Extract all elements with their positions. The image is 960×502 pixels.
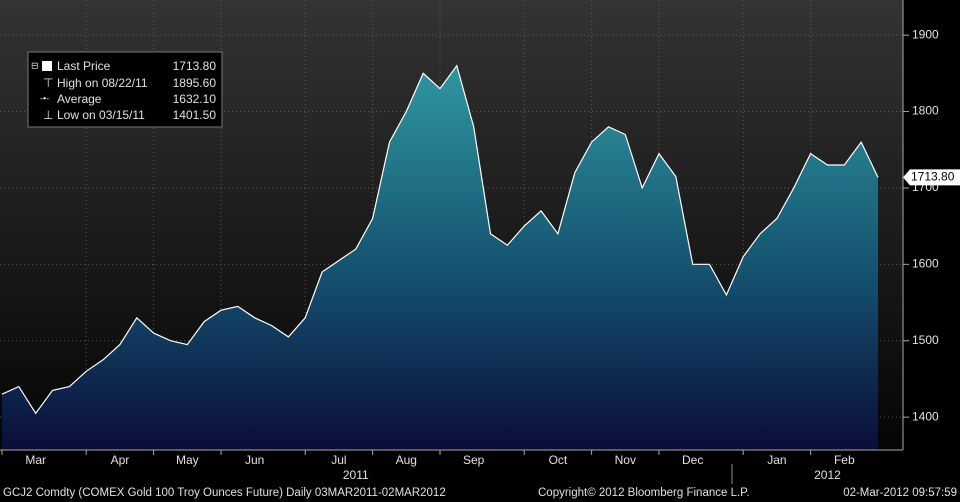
x-tick-label: May <box>176 453 199 467</box>
legend: ⊟ ⊤ -•- ⊥ Last Price High on 08/22/11 Av… <box>27 51 223 128</box>
legend-box <box>27 51 223 128</box>
last-price-tag <box>903 169 960 186</box>
y-tick-label: 1800 <box>912 104 939 118</box>
x-tick-label: Aug <box>396 453 417 467</box>
legend-value: 1401.50 <box>173 108 217 122</box>
price-line <box>1 64 879 415</box>
x-tick-label: Oct <box>549 453 568 467</box>
legend-label: Low on 03/15/11 <box>57 108 145 122</box>
axis-background <box>903 0 960 450</box>
area <box>2 65 878 450</box>
last-price-label: 1713.80 <box>911 170 955 184</box>
year-label: 2011 <box>343 468 369 482</box>
footer-center: Copyright© 2012 Bloomberg Finance L.P. <box>538 487 750 499</box>
x-tick-label: Feb <box>834 453 855 467</box>
x-tick-label: Jan <box>767 453 786 467</box>
x-tick-label: Nov <box>615 453 636 467</box>
y-tick-label: 1400 <box>912 409 939 423</box>
x-tick-label: Apr <box>111 453 130 467</box>
legend-icon <box>42 61 52 71</box>
legend-icon: ⊤ <box>43 76 53 90</box>
y-tick-label: 1600 <box>912 257 939 271</box>
year-label: 2012 <box>814 468 841 482</box>
y-tick-label: 1500 <box>912 333 939 347</box>
y-tick-label: 1900 <box>912 27 939 41</box>
x-tick-label: Sep <box>463 453 485 467</box>
x-tick-label: Jul <box>331 453 346 467</box>
legend-label: Average <box>57 92 102 106</box>
legend-label: High on 08/22/11 <box>57 76 148 90</box>
x-tick-label: Jun <box>245 453 264 467</box>
legend-value: 1895.60 <box>173 76 217 90</box>
footer-left: GCJ2 Comdty (COMEX Gold 100 Troy Ounces … <box>3 487 446 499</box>
x-tick-label: Dec <box>682 453 703 467</box>
legend-value: 1713.80 <box>173 59 217 73</box>
legend-icon: ⊟ <box>31 60 39 70</box>
footer-right: 02-Mar-2012 09:57:59 <box>843 487 957 499</box>
legend-value: 1632.10 <box>173 92 217 106</box>
legend-icon: -•- <box>40 93 49 103</box>
x-tick-label: Mar <box>25 453 46 467</box>
legend-label: Last Price <box>57 59 111 73</box>
legend-icon: ⊥ <box>43 108 53 122</box>
